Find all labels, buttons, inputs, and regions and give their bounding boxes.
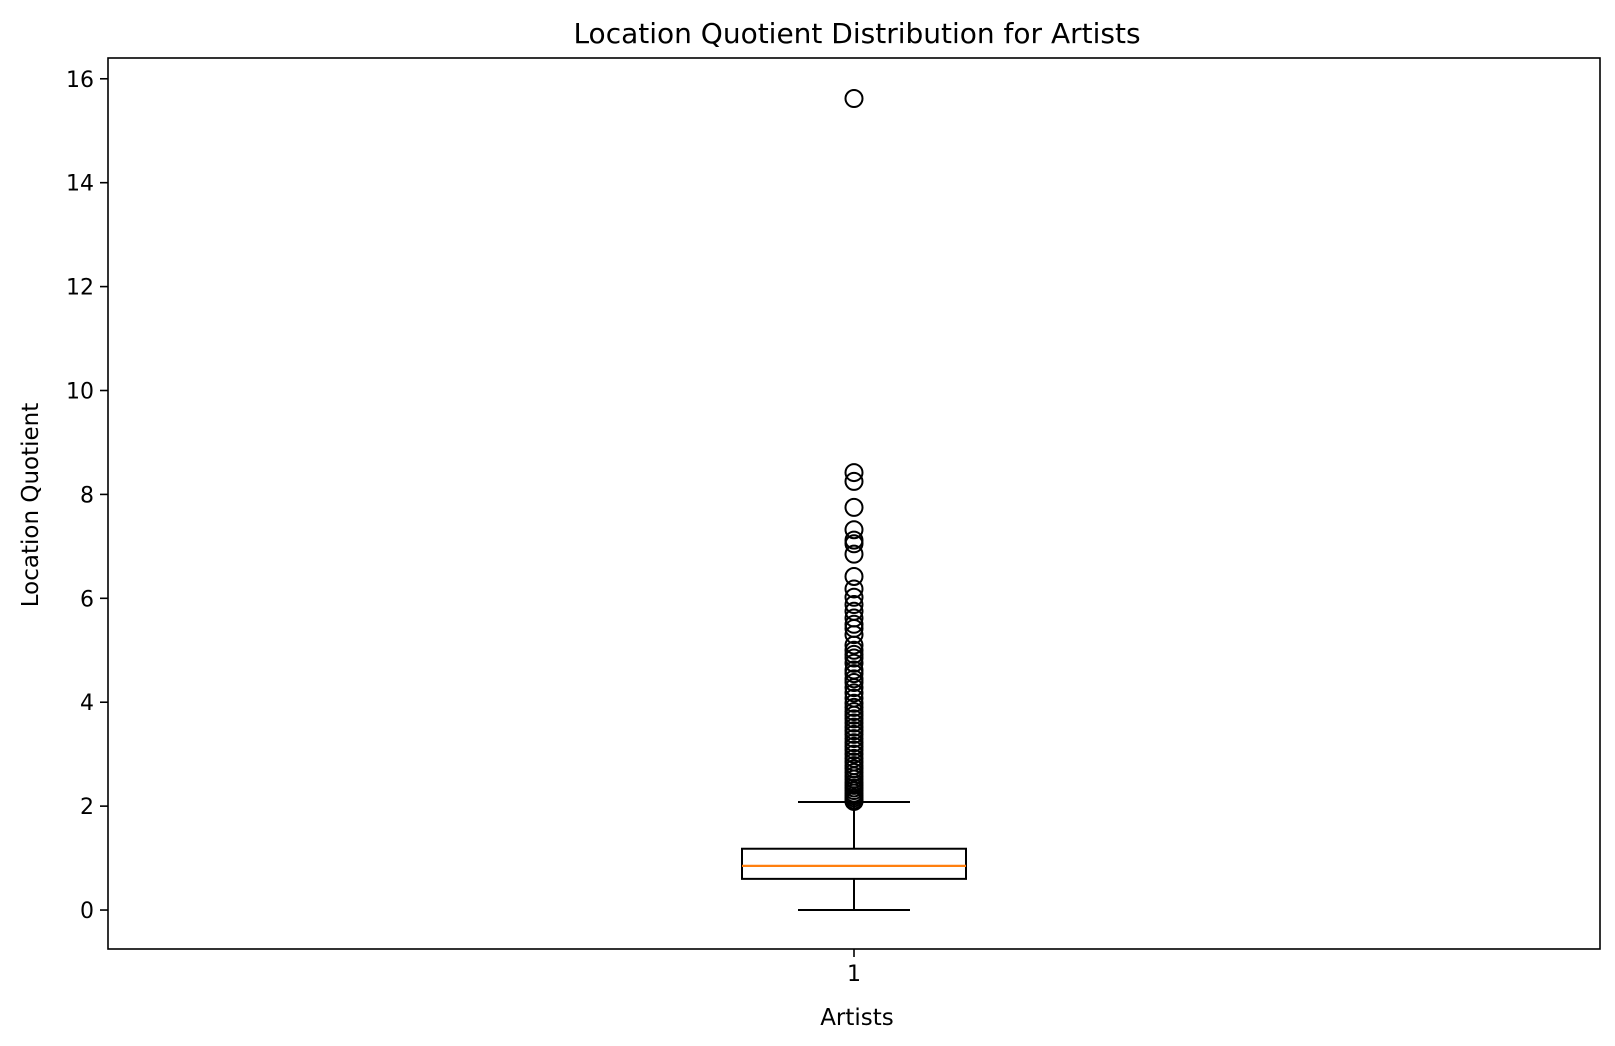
- chart-title: Location Quotient Distribution for Artis…: [573, 17, 1140, 50]
- outlier-point: [844, 520, 864, 540]
- y-tick-label: 2: [80, 795, 94, 820]
- y-tick-label: 0: [80, 899, 94, 924]
- outlier-point: [844, 653, 864, 673]
- outlier-point: [844, 791, 864, 811]
- outlier-point: [844, 534, 864, 554]
- y-tick-label: 8: [80, 483, 94, 508]
- y-tick-label: 10: [66, 380, 94, 405]
- outlier-point: [844, 471, 864, 491]
- outlier-point: [844, 566, 864, 586]
- outlier-point: [844, 497, 864, 517]
- plot-area: 0 2 4 6 8 10 12 14 16 1: [66, 57, 1601, 987]
- outlier-point: [844, 89, 864, 109]
- x-axis-label: Artists: [820, 1005, 894, 1031]
- outlier-point: [844, 463, 864, 483]
- outlier-point: [844, 648, 864, 668]
- outlier-point: [844, 587, 864, 607]
- outlier-point: [844, 635, 864, 655]
- y-tick-label: 12: [66, 276, 94, 301]
- outlier-point: [844, 683, 864, 703]
- y-tick-label: 16: [66, 68, 94, 93]
- y-axis-label: Location Quotient: [18, 403, 44, 608]
- y-tick-label: 6: [80, 587, 94, 612]
- y-tick-label: 14: [66, 172, 94, 197]
- y-tick-label: 4: [80, 691, 94, 716]
- outlier-point: [844, 672, 864, 692]
- outlier-point: [844, 579, 864, 599]
- x-tick-label: 1: [847, 962, 861, 987]
- outlier-point: [844, 544, 864, 564]
- outlier-point: [844, 625, 864, 645]
- iqr-box: [741, 847, 967, 880]
- outlier-point: [844, 595, 864, 615]
- outlier-point: [844, 678, 864, 698]
- outlier-point: [844, 664, 864, 684]
